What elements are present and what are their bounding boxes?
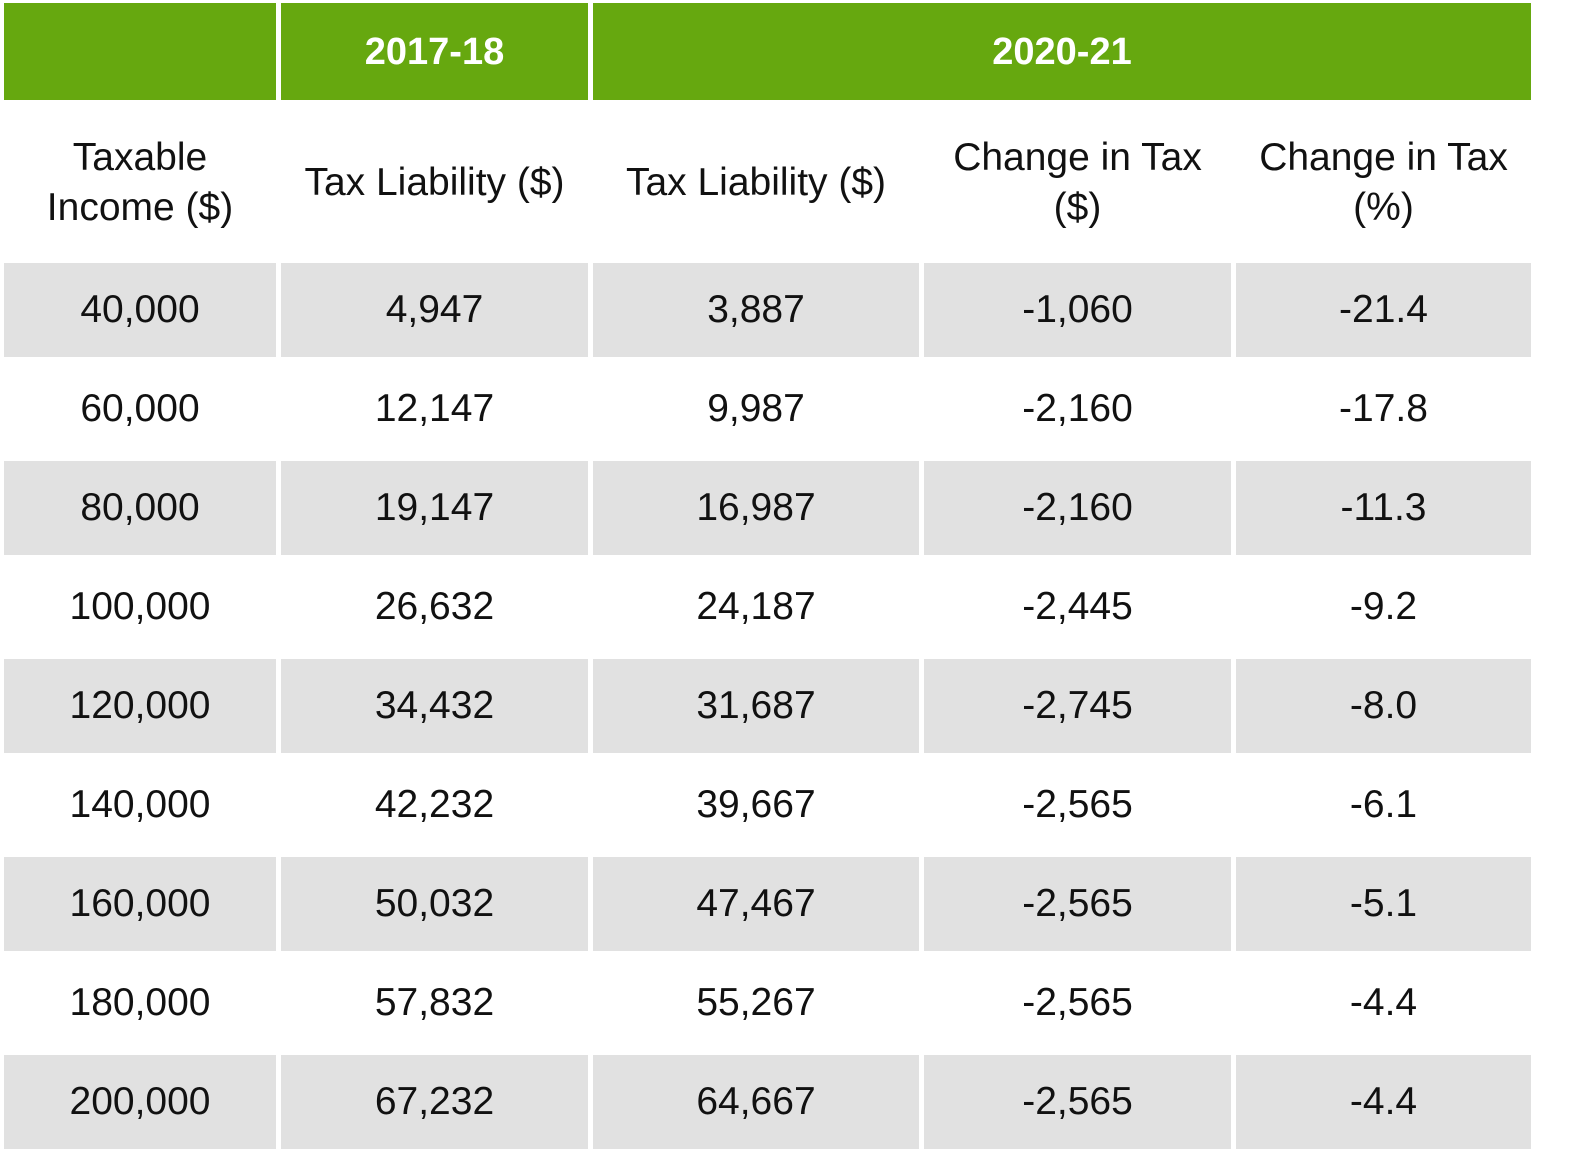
table-cell: 34,432 [281,659,588,753]
table-cell: -2,565 [924,857,1231,951]
table-cell: 180,000 [69,981,211,1024]
table-cell: -2,565 [924,1055,1231,1149]
table-cell: 60,000 [80,387,200,430]
table-cell: 9,987 [707,387,805,430]
table-cell: 3,887 [593,263,919,357]
table-cell: 64,667 [593,1055,919,1149]
table-cell: -2,160 [1022,387,1133,430]
table-cell: -11.3 [1236,461,1531,555]
table-cell: 24,187 [696,585,816,628]
table-cell: -4.4 [1349,981,1418,1024]
table-cell: 4,947 [281,263,588,357]
column-header: Change in Tax ($) [953,136,1202,229]
table-cell: -2,160 [924,461,1231,555]
header-blank [4,3,276,100]
table-cell: 100,000 [69,585,211,628]
table-cell: -17.8 [1339,387,1428,430]
table-cell: -2,565 [1022,783,1133,826]
table-cell: -6.1 [1349,783,1418,826]
table-cell: 160,000 [4,857,276,951]
table-cell: 55,267 [696,981,816,1024]
table-cell: 12,147 [374,387,495,430]
table-cell: 40,000 [4,263,276,357]
table-cell: 120,000 [4,659,276,753]
table-cell: 42,232 [374,783,495,826]
table-cell: -9.2 [1349,585,1418,628]
table-cell: 39,667 [696,783,816,826]
table-cell: 26,632 [374,585,495,628]
column-header: Change in Tax (%) [1259,136,1508,229]
table-cell: -2,445 [1022,585,1133,628]
table-cell: 16,987 [593,461,919,555]
table-cell: -8.0 [1236,659,1531,753]
column-header: Tax Liability ($) [625,161,887,204]
table-cell: -1,060 [924,263,1231,357]
table-cell: -2,565 [1022,981,1133,1024]
table-cell: 200,000 [4,1055,276,1149]
group-header: 2017-18 [281,3,588,100]
column-header: Tax Liability ($) [304,161,565,204]
table-cell: 140,000 [69,783,211,826]
table-cell: -5.1 [1236,857,1531,951]
table-cell: -4.4 [1236,1055,1531,1149]
table-cell: -2,745 [924,659,1231,753]
group-header: 2020-21 [593,3,1531,100]
table-cell: 80,000 [4,461,276,555]
column-header: Taxable Income ($) [46,136,234,229]
table-cell: 31,687 [593,659,919,753]
table-cell: -21.4 [1236,263,1531,357]
table-cell: 57,832 [374,981,495,1024]
table-cell: 47,467 [593,857,919,951]
table-cell: 19,147 [281,461,588,555]
table-cell: 67,232 [281,1055,588,1149]
table-cell: 50,032 [281,857,588,951]
